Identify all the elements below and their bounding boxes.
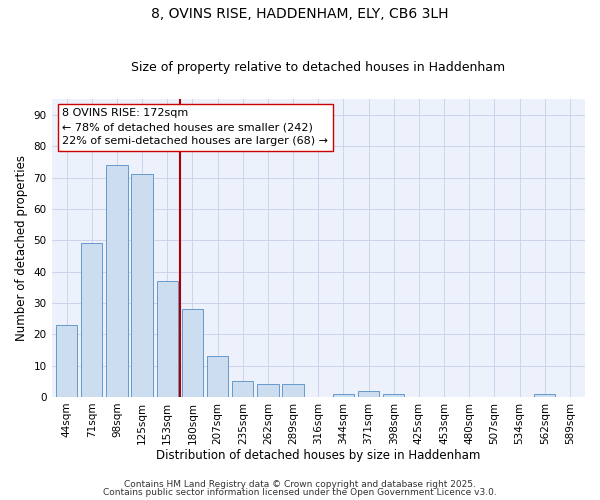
Bar [534,394,556,397]
Text: 8 OVINS RISE: 172sqm
← 78% of detached houses are smaller (242)
22% of semi-deta: 8 OVINS RISE: 172sqm ← 78% of detached h… [62,108,328,146]
Bar [182,309,203,397]
Title: Size of property relative to detached houses in Haddenham: Size of property relative to detached ho… [131,62,505,74]
Text: Contains public sector information licensed under the Open Government Licence v3: Contains public sector information licen… [103,488,497,497]
X-axis label: Distribution of detached houses by size in Haddenham: Distribution of detached houses by size … [156,450,481,462]
Bar [358,390,379,397]
Text: Contains HM Land Registry data © Crown copyright and database right 2025.: Contains HM Land Registry data © Crown c… [124,480,476,489]
Bar [283,384,304,397]
Bar [383,394,404,397]
Bar [106,165,128,397]
Text: 8, OVINS RISE, HADDENHAM, ELY, CB6 3LH: 8, OVINS RISE, HADDENHAM, ELY, CB6 3LH [151,8,449,22]
Bar [207,356,229,397]
Y-axis label: Number of detached properties: Number of detached properties [15,155,28,341]
Bar [131,174,153,397]
Bar [56,325,77,397]
Bar [333,394,354,397]
Bar [81,244,103,397]
Bar [157,281,178,397]
Bar [232,382,253,397]
Bar [257,384,278,397]
